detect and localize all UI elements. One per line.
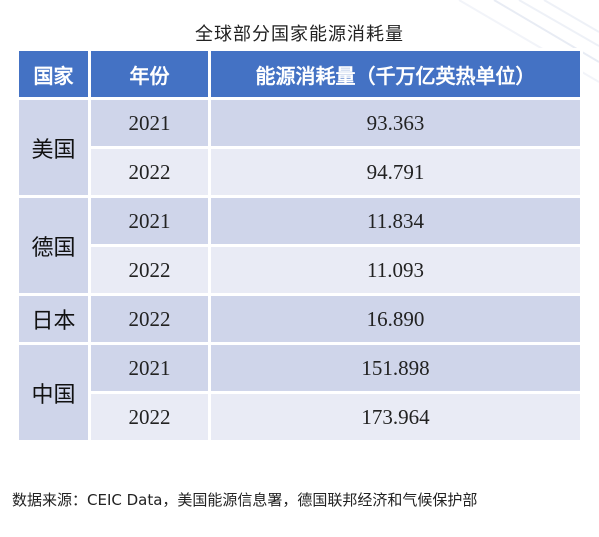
header-year: 年份 [88, 48, 211, 100]
table-row: 中国 2021 151.898 [16, 342, 583, 443]
header-country: 国家 [16, 48, 91, 100]
table-title: 全球部分国家能源消耗量 [195, 24, 404, 45]
year-cell: 2021 [88, 97, 211, 149]
source-note: 数据来源：CEIC Data，美国能源信息署，德国联邦经济和气候保护部 [12, 491, 478, 509]
year-cell: 2021 [88, 342, 211, 394]
year-cell: 2021 [88, 195, 211, 247]
year-cell: 2022 [88, 293, 211, 345]
energy-table: 国家 年份 能源消耗量（千万亿英热单位） 美国 2021 93.363 2022… [16, 48, 583, 443]
value-cell: 151.898 [208, 342, 583, 394]
table-row: 2022 11.093 [18, 244, 583, 296]
table-row: 2022 94.791 [18, 146, 583, 198]
value-cell: 93.363 [208, 97, 583, 149]
value-cell: 11.093 [208, 244, 583, 296]
value-cell: 11.834 [208, 195, 583, 247]
country-cell-china: 中国 [16, 342, 91, 443]
value-cell: 16.890 [208, 293, 583, 345]
country-cell-usa: 美国 [16, 97, 91, 198]
table-row: 日本 2022 16.890 [16, 293, 583, 345]
table-row: 德国 2021 11.834 [16, 195, 583, 296]
table-row: 2022 173.964 [18, 391, 583, 443]
year-cell: 2022 [88, 146, 211, 198]
header-row: 国家 年份 能源消耗量（千万亿英热单位） [16, 48, 583, 100]
country-cell-japan: 日本 [16, 293, 91, 345]
year-cell: 2022 [88, 244, 211, 296]
country-cell-germany: 德国 [16, 195, 91, 296]
value-cell: 94.791 [208, 146, 583, 198]
year-cell: 2022 [88, 391, 211, 443]
header-energy: 能源消耗量（千万亿英热单位） [208, 48, 583, 100]
table-row: 美国 2021 93.363 [16, 97, 583, 198]
value-cell: 173.964 [208, 391, 583, 443]
